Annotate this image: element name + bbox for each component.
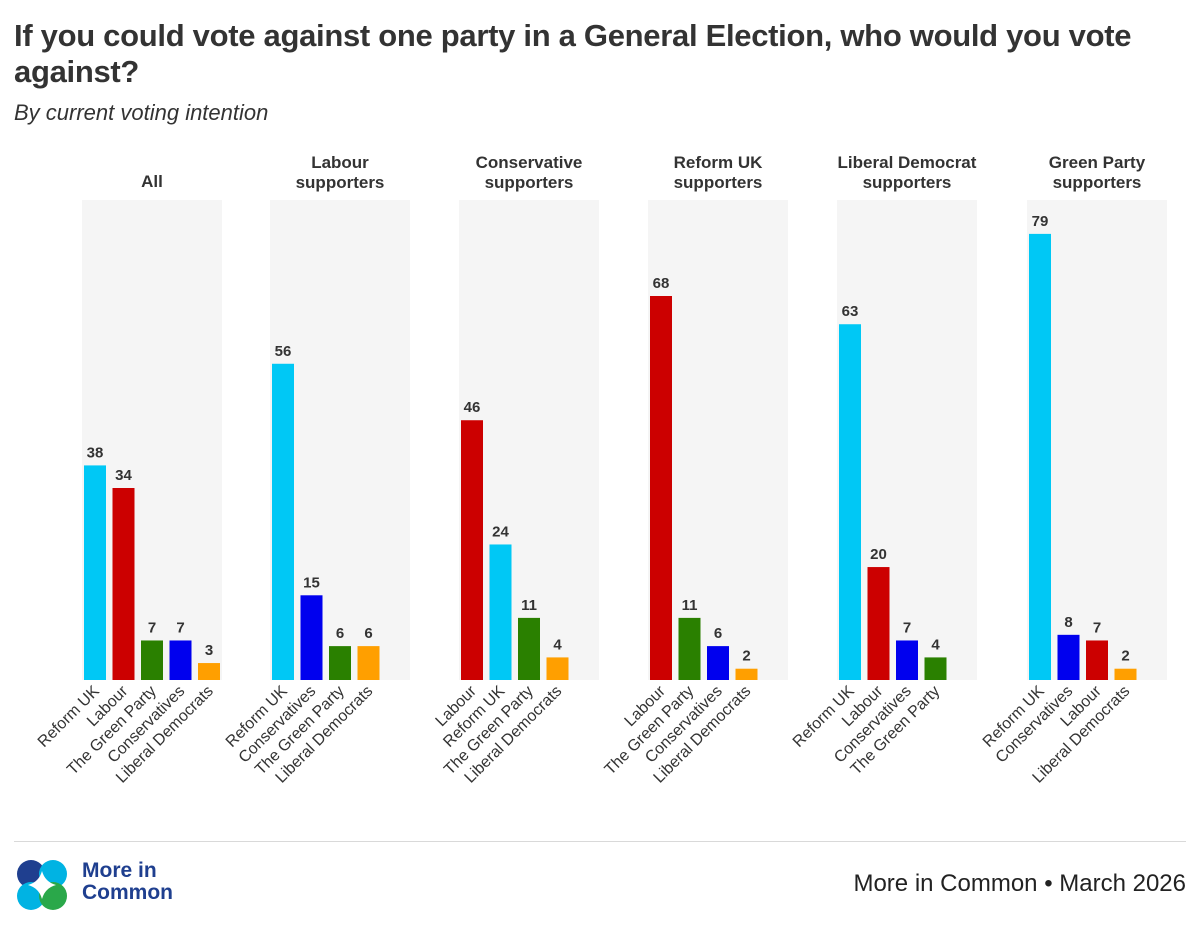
footer-divider (14, 841, 1186, 842)
bar (924, 657, 947, 680)
bar (867, 567, 890, 680)
data-label: 46 (464, 399, 481, 416)
bar (896, 640, 918, 680)
data-label: 6 (336, 625, 344, 642)
data-label: 2 (742, 648, 750, 665)
more-in-common-logo-icon (17, 860, 67, 910)
bar (272, 363, 294, 680)
data-label: 6 (714, 625, 722, 642)
data-label: 79 (1032, 213, 1049, 230)
data-label: 2 (1121, 648, 1129, 665)
bar (198, 663, 220, 680)
bar (329, 646, 351, 680)
panel-title: Liberal Democrat (838, 153, 977, 172)
bar (546, 657, 569, 680)
bar (735, 668, 758, 680)
data-label: 34 (115, 467, 132, 484)
data-label: 8 (1064, 614, 1072, 631)
bar (650, 296, 672, 680)
panel-title: Conservative (476, 153, 583, 172)
data-label: 4 (931, 636, 940, 653)
data-label: 63 (842, 303, 859, 320)
bar (1029, 233, 1051, 680)
data-label: 6 (364, 625, 372, 642)
data-label: 7 (903, 619, 911, 636)
data-label: 11 (521, 597, 537, 614)
data-label: 15 (303, 574, 320, 591)
logo-line-2: Common (82, 881, 173, 904)
bar (707, 646, 729, 680)
bar (357, 646, 380, 680)
data-label: 56 (275, 343, 292, 360)
logo-wordmark: More in Common (82, 860, 173, 904)
bar (839, 324, 861, 680)
data-label: 68 (653, 275, 670, 292)
data-label: 20 (870, 546, 887, 563)
data-label: 7 (176, 619, 184, 636)
source-note: More in Common • March 2026 (853, 870, 1186, 897)
bar (169, 640, 192, 680)
chart-subtitle: By current voting intention (14, 100, 269, 125)
panel-title: All (141, 172, 163, 191)
bar (84, 465, 106, 680)
data-label: 24 (492, 523, 509, 540)
data-label: 38 (87, 444, 104, 461)
bar (300, 595, 323, 680)
panel-title: Labour (311, 153, 369, 172)
logo-line-1: More in (82, 859, 157, 882)
panel-title: supporters (863, 173, 952, 192)
panel-title: supporters (1053, 173, 1142, 192)
panel-title: Reform UK (674, 153, 764, 172)
bar (1114, 668, 1137, 680)
bar (1057, 634, 1080, 680)
bar (678, 617, 701, 680)
panel-title: supporters (674, 173, 763, 192)
bar (141, 640, 163, 680)
bar (518, 617, 540, 680)
panel-title: supporters (296, 173, 385, 192)
panel-title: Green Party (1049, 153, 1146, 172)
data-label: 7 (148, 619, 156, 636)
bar (112, 488, 135, 680)
bar (489, 544, 512, 680)
data-label: 3 (205, 642, 213, 659)
data-label: 4 (553, 636, 562, 653)
panel-title: supporters (485, 173, 574, 192)
bar (1086, 640, 1108, 680)
data-label: 11 (682, 597, 698, 614)
bar (461, 420, 483, 680)
chart-title: If you could vote against one party in a… (14, 18, 1132, 89)
data-label: 7 (1093, 619, 1101, 636)
